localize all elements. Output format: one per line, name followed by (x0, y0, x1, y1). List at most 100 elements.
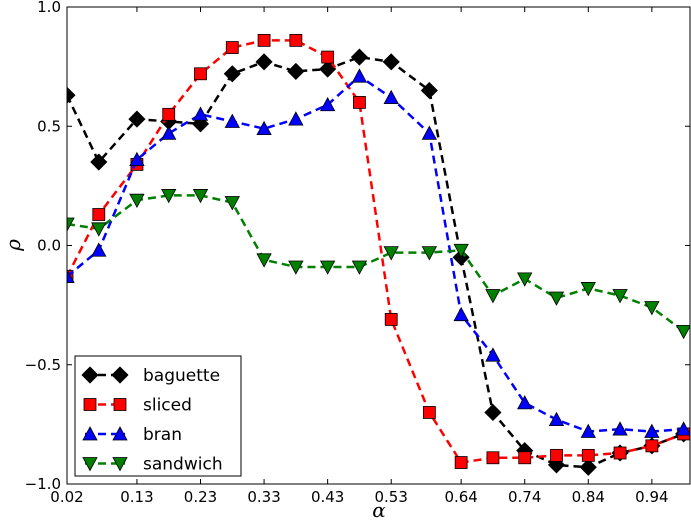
data-point-bran (383, 89, 399, 105)
x-tick-label: 0.13 (120, 488, 153, 506)
legend-label: baguette (143, 366, 220, 386)
data-point-sliced (225, 41, 239, 54)
legend-marker (82, 426, 98, 441)
data-point-sandwich (421, 246, 438, 261)
data-point-bran (129, 151, 145, 167)
x-tick-label: 0.74 (508, 488, 541, 506)
data-point-sliced (92, 208, 106, 221)
series-bran (67, 68, 690, 438)
data-point-sliced (384, 313, 398, 326)
data-point-sandwich (161, 189, 177, 204)
data-point-bran (675, 421, 690, 436)
series-line-baguette (67, 55, 685, 469)
x-tick-label: 0.02 (50, 488, 83, 506)
data-point-baguette (579, 458, 597, 476)
data-point-sliced (486, 451, 500, 465)
data-point-sliced (422, 406, 436, 419)
data-point-bran (67, 268, 75, 283)
series-sandwich (67, 189, 690, 340)
data-point-sliced (162, 107, 176, 121)
y-tick-label: −1.0 (25, 475, 61, 493)
series-sliced (67, 33, 690, 469)
data-point-sliced (321, 50, 335, 64)
data-point-sandwich (517, 272, 533, 287)
data-point-sandwich (351, 260, 368, 275)
legend-marker (111, 366, 129, 384)
data-point-bran (288, 111, 304, 126)
data-point-baguette (382, 53, 400, 71)
legend-marker (113, 398, 127, 411)
data-point-sandwich (288, 260, 304, 275)
legend: baguette sliced bran sandwich (74, 355, 242, 477)
data-point-sliced (257, 33, 271, 47)
y-tick-label: 0.0 (37, 237, 61, 255)
series-line-bran (67, 74, 684, 433)
data-point-bran (612, 421, 628, 436)
data-point-sliced (613, 446, 627, 460)
data-point-bran (485, 347, 501, 362)
y-tick-label: 0.5 (37, 117, 61, 135)
data-point-sandwich (383, 246, 399, 261)
data-point-baguette (350, 48, 368, 66)
y-tick-label: 1.0 (37, 0, 61, 16)
legend-entry-baguette: baguette (81, 366, 220, 386)
legend-marker (82, 457, 98, 472)
data-point-baguette (67, 86, 76, 104)
ticks-layer: 0.02 0.13 0.23 0.33 0.43 0.53 0.64 0.74 0.84 0.94… (25, 0, 690, 506)
data-point-sandwich (612, 289, 628, 304)
x-tick-label: 0.84 (572, 488, 605, 506)
legend-entry-sandwich: sandwich (82, 455, 223, 475)
legend-label: sliced (143, 396, 192, 416)
x-tick-label: 0.43 (311, 488, 344, 506)
data-point-bran (224, 113, 240, 128)
data-point-sandwich (129, 193, 145, 209)
data-point-sandwich (453, 243, 469, 259)
series-layer (67, 33, 690, 476)
data-point-bran (517, 395, 533, 410)
data-point-sandwich (644, 301, 660, 316)
legend-marker (112, 457, 128, 472)
data-point-sliced (645, 439, 659, 453)
data-point-bran (319, 96, 336, 112)
x-axis-label: α (372, 498, 386, 522)
data-point-baguette (255, 53, 273, 71)
data-point-bran (161, 125, 177, 140)
data-point-baguette (128, 110, 146, 128)
data-point-bran (192, 106, 209, 121)
data-point-sandwich (580, 282, 596, 297)
data-point-sliced (289, 33, 303, 47)
x-tick-label: 0.23 (184, 488, 217, 506)
data-point-sandwich (319, 260, 336, 275)
legend-label: bran (143, 425, 182, 445)
data-point-sliced (353, 96, 366, 109)
y-axis-label: ρ (1, 239, 25, 252)
data-point-baguette (223, 65, 241, 83)
data-point-sandwich (67, 217, 75, 232)
x-tick-label: 0.94 (635, 488, 668, 506)
data-point-baguette (90, 153, 108, 171)
data-point-sandwich (256, 253, 272, 268)
data-point-sandwich (224, 196, 240, 211)
legend-entry-bran: bran (82, 425, 182, 445)
data-point-bran (453, 306, 469, 322)
data-point-bran (548, 411, 565, 427)
legend-marker (83, 398, 97, 411)
data-point-bran (421, 125, 438, 140)
data-point-bran (644, 423, 660, 438)
data-point-bran (351, 68, 368, 83)
series-line-sandwich (67, 194, 685, 333)
data-point-bran (580, 423, 596, 438)
data-point-sliced (581, 448, 595, 462)
data-point-baguette (420, 81, 438, 100)
data-point-sandwich (485, 289, 501, 304)
data-point-baguette (484, 403, 502, 422)
legend-marker (112, 426, 128, 441)
data-point-sliced (194, 67, 207, 81)
data-point-sandwich (675, 324, 690, 340)
legend-label: sandwich (143, 455, 223, 475)
data-point-sliced (454, 456, 468, 469)
data-point-baguette (287, 62, 305, 80)
data-point-sandwich (548, 291, 565, 306)
data-point-bran (91, 242, 107, 257)
